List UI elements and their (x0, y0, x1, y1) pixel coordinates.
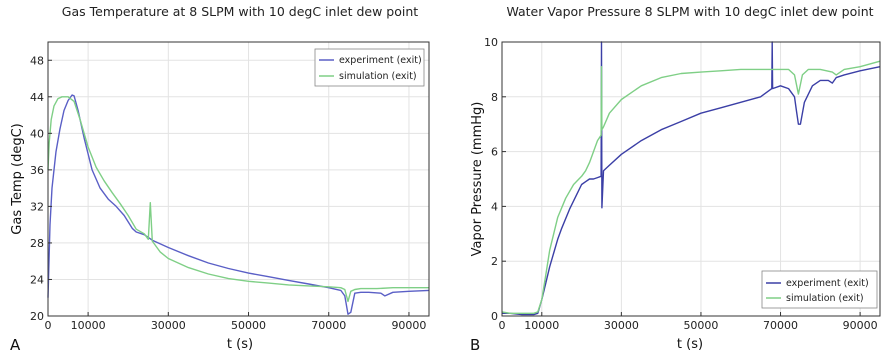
chart-panel-a: Gas Temperature at 8 SLPM with 10 degC i… (10, 4, 430, 354)
legend-label-b-experiment: experiment (exit) (786, 278, 869, 289)
legend-label-a-experiment: experiment (exit) (339, 55, 422, 66)
y-axis-label-b: Vapor Pressure (mmHg) (470, 102, 485, 257)
y-tick-label-b: 10 (484, 36, 498, 49)
chart-title-a: Gas Temperature at 8 SLPM with 10 degC i… (62, 4, 419, 19)
y-tick-label-a: 44 (30, 91, 44, 104)
ticks-a: 0 10000 30000 50000 70000 90000 20 24 28 32 36 40 44… (30, 54, 426, 332)
x-axis-label-b: t (s) (677, 337, 703, 352)
x-tick-label-b: 90000 (843, 319, 878, 332)
legend-label-b-simulation: simulation (exit) (786, 293, 864, 304)
y-tick-label-a: 20 (30, 310, 44, 323)
chart-title-b: Water Vapor Pressure 8 SLPM with 10 degC… (506, 4, 873, 19)
y-tick-label-b: 0 (491, 310, 498, 323)
y-tick-label-a: 24 (30, 273, 44, 286)
y-axis-label-a: Gas Temp (degC) (10, 123, 25, 234)
x-tick-label-b: 10000 (524, 319, 559, 332)
y-tick-label-a: 48 (30, 54, 44, 67)
x-tick-label-a: 10000 (71, 319, 106, 332)
series-a (47, 94, 430, 315)
x-tick-label-a: 30000 (151, 319, 186, 332)
y-tick-label-b: 8 (491, 91, 498, 104)
x-tick-label-b: 70000 (763, 319, 798, 332)
legend-box-b (761, 270, 878, 309)
y-tick-label-b: 2 (491, 255, 498, 268)
legend-box-a (314, 48, 425, 87)
plot-frame-b (501, 41, 881, 317)
x-axis-label-a: t (s) (227, 337, 253, 352)
series-b (501, 41, 881, 316)
series-line-a-simulation (47, 96, 429, 303)
x-tick-label-a: 50000 (231, 319, 266, 332)
y-tick-label-b: 6 (491, 146, 498, 159)
series-line-b-simulation (501, 60, 881, 314)
legend-a: experiment (exit) simulation (exit) (314, 48, 425, 87)
x-tick-label-a: 70000 (311, 319, 346, 332)
legend-b: experiment (exit) simulation (exit) (761, 270, 878, 309)
grid-b (502, 42, 880, 316)
panel-letter-a: A (10, 336, 21, 354)
x-tick-label-b: 50000 (683, 319, 718, 332)
y-tick-label-a: 28 (30, 237, 44, 250)
ticks-b: 0 10000 30000 50000 70000 90000 0 2 4 6 8 10 (484, 36, 878, 332)
y-tick-label-b: 4 (491, 200, 498, 213)
x-tick-label-b: 30000 (604, 319, 639, 332)
panel-letter-b: B (470, 336, 480, 354)
x-tick-label-a: 0 (45, 319, 52, 332)
y-tick-label-a: 36 (30, 164, 44, 177)
y-tick-label-a: 40 (30, 127, 44, 140)
x-tick-label-a: 90000 (391, 319, 426, 332)
series-line-a-experiment (47, 94, 430, 315)
legend-label-a-simulation: simulation (exit) (339, 71, 417, 82)
series-line-b-experiment (502, 41, 881, 316)
plot-area-b (502, 42, 880, 316)
x-tick-label-b: 0 (499, 319, 506, 332)
plot-frame-a (47, 41, 430, 317)
y-tick-label-a: 32 (30, 200, 44, 213)
grid-a (48, 42, 429, 316)
chart-panel-b: Water Vapor Pressure 8 SLPM with 10 degC… (470, 4, 881, 354)
